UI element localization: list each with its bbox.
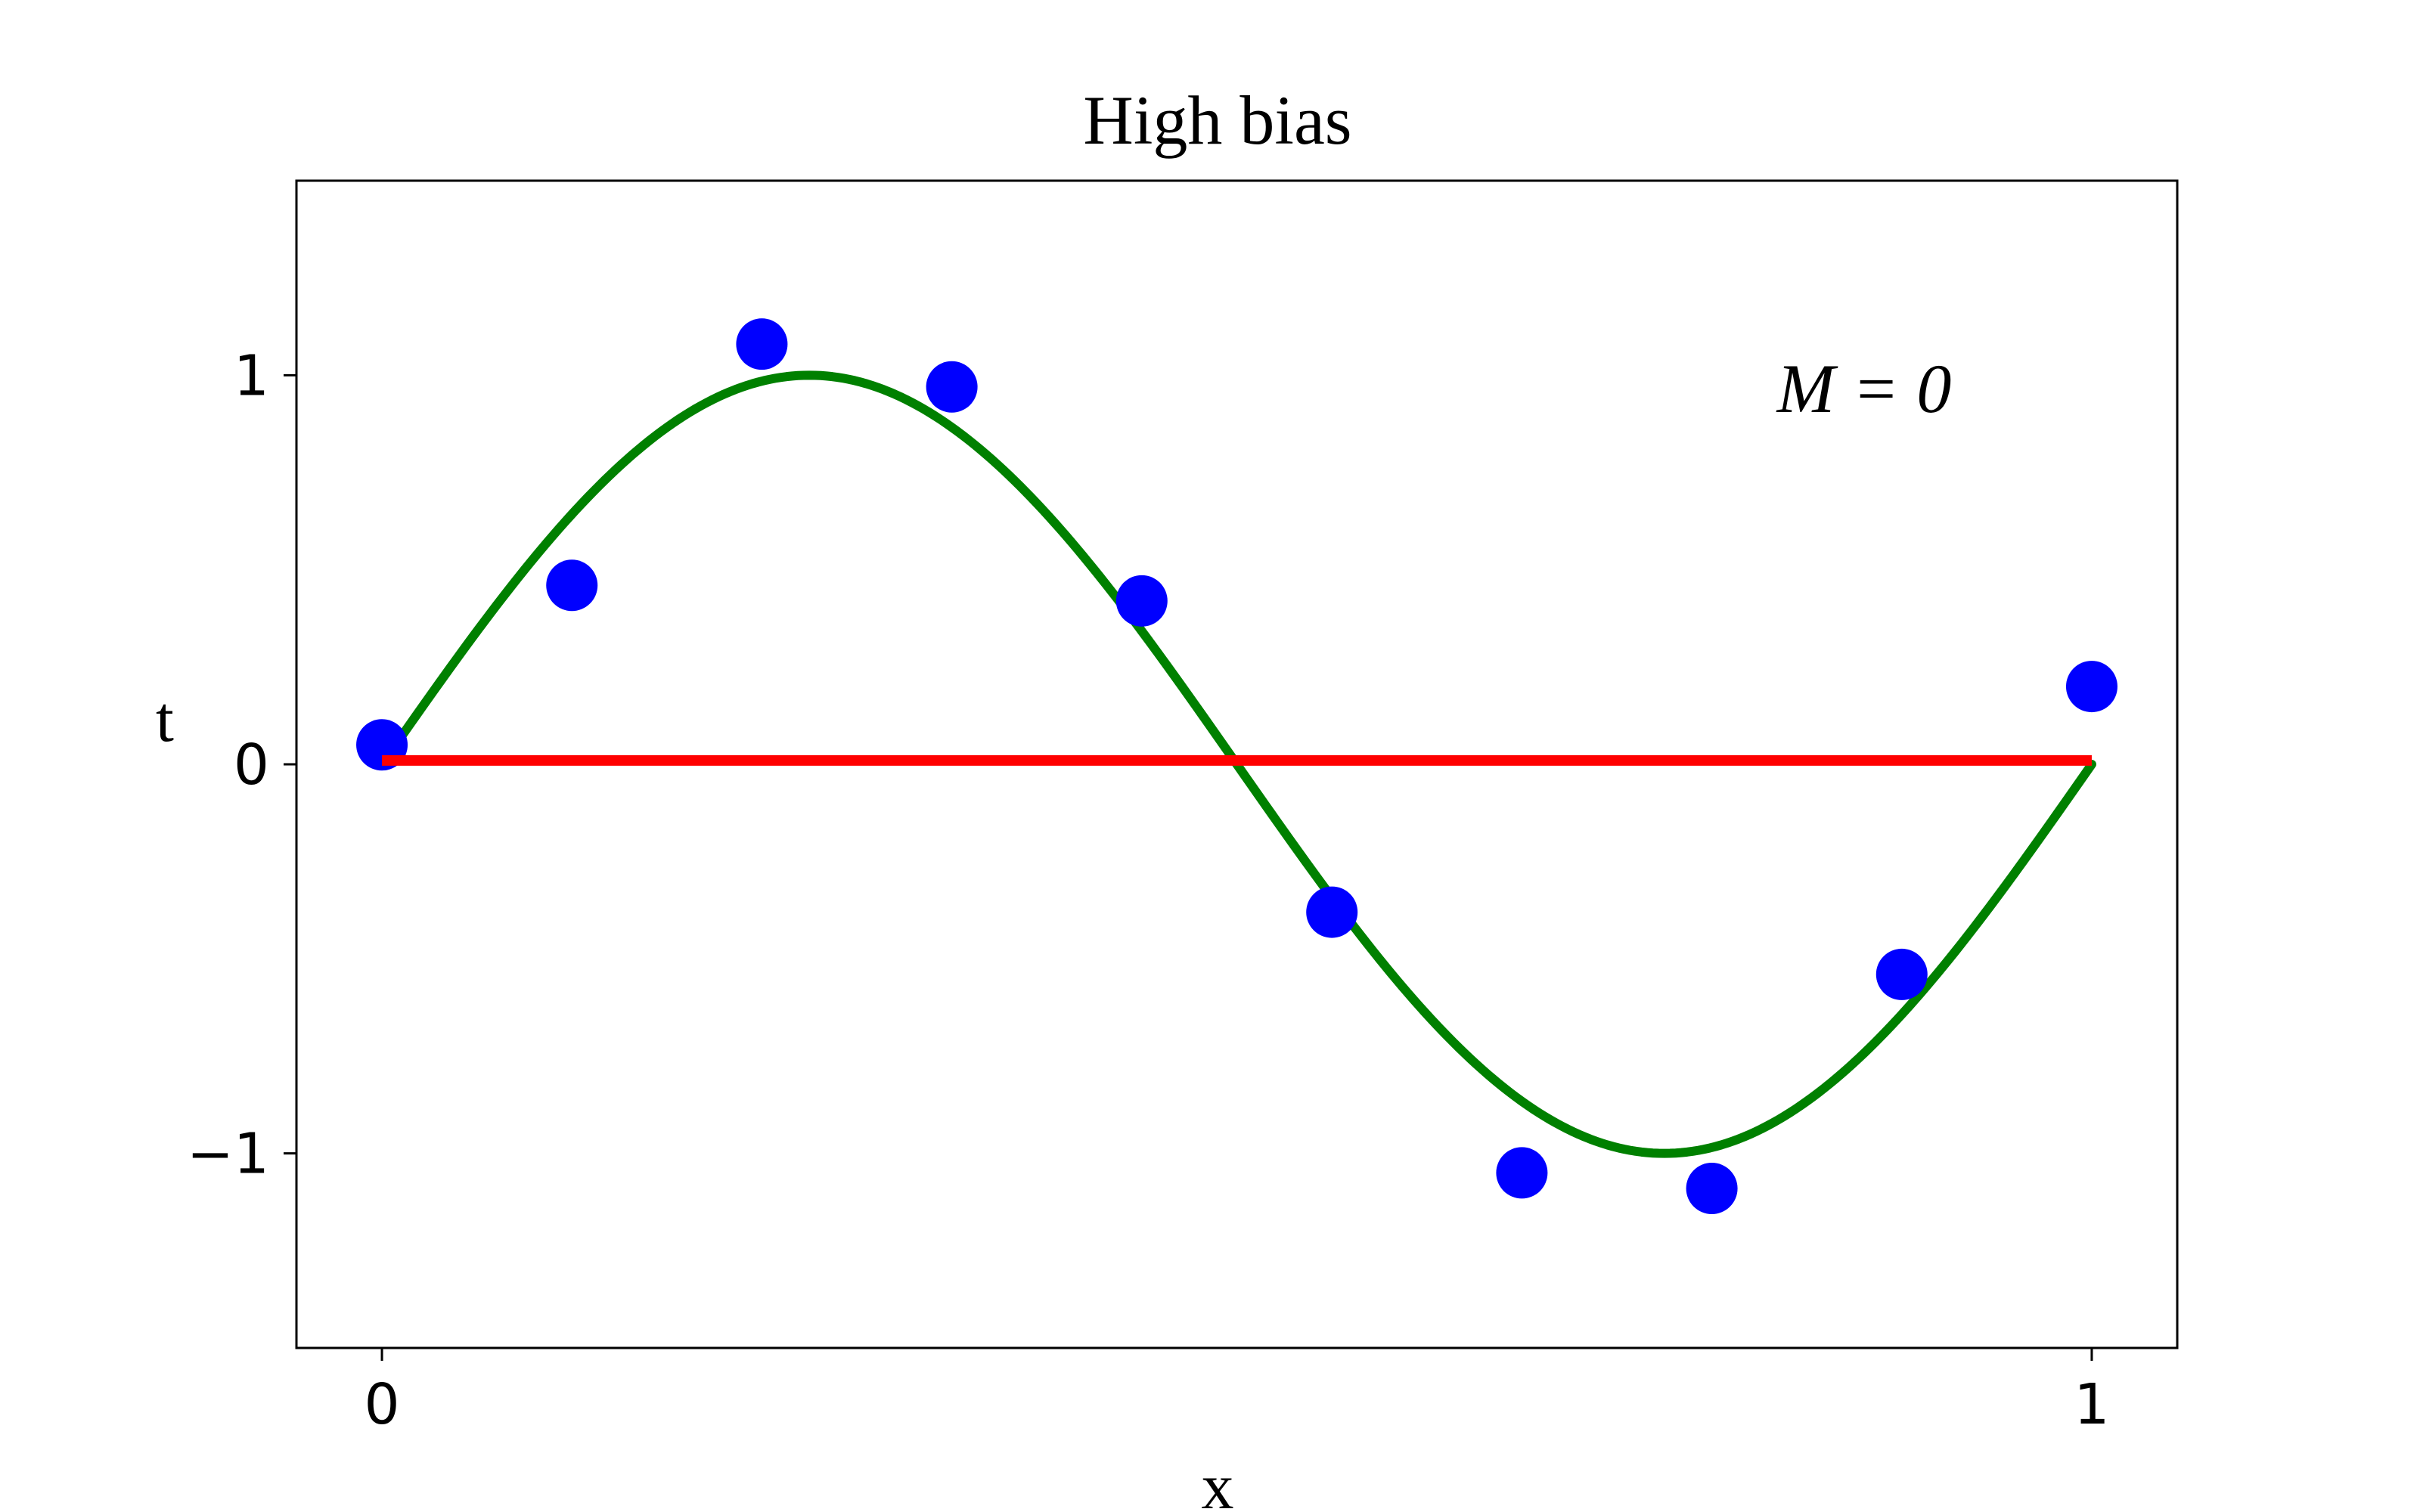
model-order-annotation: M = 0 [1776, 350, 1952, 427]
x-tick-label: 1 [2074, 1372, 2109, 1437]
y-tick-label: 0 [234, 733, 269, 798]
data-point [926, 361, 978, 413]
data-point [1876, 948, 1928, 1000]
data-point [1306, 886, 1358, 938]
x-tick-label: 0 [364, 1372, 399, 1437]
data-point [1496, 1147, 1548, 1199]
y-tick-label: 1 [234, 343, 269, 408]
data-point [1686, 1162, 1738, 1214]
y-axis-ticks: 1 0 −1 [187, 343, 296, 1187]
data-point [1115, 575, 1168, 627]
chart-title: High bias [1083, 82, 1351, 159]
data-point [736, 318, 788, 370]
plot-area [356, 318, 2118, 1214]
y-tick-label: −1 [187, 1122, 269, 1187]
x-axis-label: x [1202, 1450, 1234, 1512]
data-point [546, 559, 598, 612]
y-axis-label: t [156, 683, 174, 755]
data-point [2065, 661, 2118, 713]
